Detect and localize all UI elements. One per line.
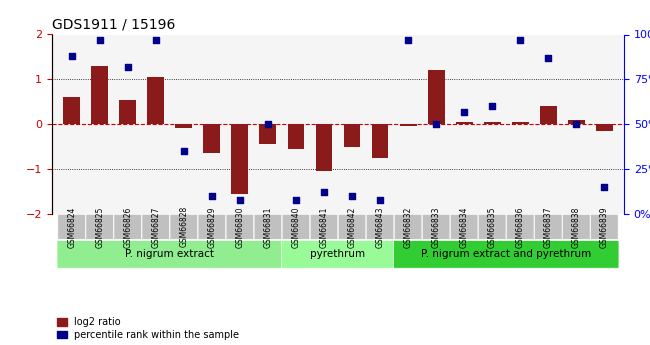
Bar — [568, 120, 585, 124]
Text: GSM66839: GSM66839 — [600, 206, 609, 248]
Point — [403, 37, 413, 43]
Point — [431, 121, 441, 127]
FancyBboxPatch shape — [198, 215, 226, 239]
FancyBboxPatch shape — [563, 215, 590, 239]
Bar — [203, 124, 220, 153]
FancyBboxPatch shape — [170, 215, 198, 239]
Point — [179, 148, 189, 154]
Text: GDS1911 / 15196: GDS1911 / 15196 — [52, 18, 176, 32]
Bar — [372, 124, 389, 158]
Text: GSM66824: GSM66824 — [67, 206, 76, 247]
Point — [487, 104, 497, 109]
FancyBboxPatch shape — [422, 215, 450, 239]
FancyBboxPatch shape — [338, 215, 366, 239]
FancyBboxPatch shape — [86, 215, 113, 239]
FancyBboxPatch shape — [114, 215, 142, 239]
Point — [235, 197, 245, 202]
FancyBboxPatch shape — [281, 241, 395, 268]
Text: GSM66829: GSM66829 — [207, 206, 216, 247]
Bar — [120, 99, 136, 124]
Bar — [63, 97, 80, 124]
Text: GSM66834: GSM66834 — [460, 206, 469, 248]
FancyBboxPatch shape — [226, 215, 254, 239]
Bar — [259, 124, 276, 144]
Legend: log2 ratio, percentile rank within the sample: log2 ratio, percentile rank within the s… — [57, 317, 239, 340]
Bar — [91, 66, 108, 124]
Bar — [596, 124, 613, 131]
FancyBboxPatch shape — [478, 215, 506, 239]
Point — [375, 197, 385, 202]
Bar — [540, 106, 556, 124]
FancyBboxPatch shape — [450, 215, 478, 239]
Text: GSM66835: GSM66835 — [488, 206, 497, 248]
Text: GSM66836: GSM66836 — [515, 206, 525, 248]
FancyBboxPatch shape — [310, 215, 338, 239]
Point — [151, 37, 161, 43]
FancyBboxPatch shape — [282, 215, 309, 239]
Point — [515, 37, 525, 43]
Point — [291, 197, 301, 202]
Text: GSM66838: GSM66838 — [572, 206, 581, 247]
Text: GSM66842: GSM66842 — [348, 206, 356, 247]
Text: P. nigrum extract and pyrethrum: P. nigrum extract and pyrethrum — [421, 249, 592, 259]
Point — [347, 193, 358, 199]
Text: GSM66826: GSM66826 — [124, 206, 132, 247]
Bar — [176, 124, 192, 128]
Text: GSM66828: GSM66828 — [179, 206, 188, 247]
Text: pyrethrum: pyrethrum — [311, 249, 365, 259]
Bar — [148, 77, 164, 124]
FancyBboxPatch shape — [58, 215, 85, 239]
Point — [66, 53, 77, 59]
Point — [94, 37, 105, 43]
Point — [207, 193, 217, 199]
Point — [543, 55, 554, 61]
Point — [263, 121, 273, 127]
FancyBboxPatch shape — [395, 215, 422, 239]
Point — [459, 109, 469, 115]
Point — [599, 184, 610, 190]
FancyBboxPatch shape — [367, 215, 394, 239]
Text: GSM66840: GSM66840 — [291, 206, 300, 248]
Text: P. nigrum extract: P. nigrum extract — [125, 249, 214, 259]
Text: GSM66843: GSM66843 — [376, 206, 385, 248]
FancyBboxPatch shape — [534, 215, 562, 239]
Text: GSM66830: GSM66830 — [235, 206, 244, 248]
Bar — [344, 124, 361, 147]
Point — [122, 64, 133, 70]
Text: GSM66841: GSM66841 — [320, 206, 328, 247]
Bar — [484, 122, 501, 124]
FancyBboxPatch shape — [57, 241, 283, 268]
FancyBboxPatch shape — [591, 215, 618, 239]
Point — [318, 190, 329, 195]
FancyBboxPatch shape — [142, 215, 170, 239]
Point — [571, 121, 582, 127]
Bar — [315, 124, 332, 171]
Text: GSM66833: GSM66833 — [432, 206, 441, 248]
Bar — [287, 124, 304, 149]
Text: GSM66837: GSM66837 — [544, 206, 552, 248]
Text: GSM66825: GSM66825 — [95, 206, 104, 247]
FancyBboxPatch shape — [393, 241, 619, 268]
Bar — [456, 122, 473, 124]
Bar — [400, 124, 417, 126]
FancyBboxPatch shape — [506, 215, 534, 239]
Text: GSM66832: GSM66832 — [404, 206, 413, 247]
Text: GSM66827: GSM66827 — [151, 206, 161, 247]
Bar — [512, 122, 528, 124]
Bar — [428, 70, 445, 124]
FancyBboxPatch shape — [254, 215, 281, 239]
Bar — [231, 124, 248, 194]
Text: GSM66831: GSM66831 — [263, 206, 272, 247]
